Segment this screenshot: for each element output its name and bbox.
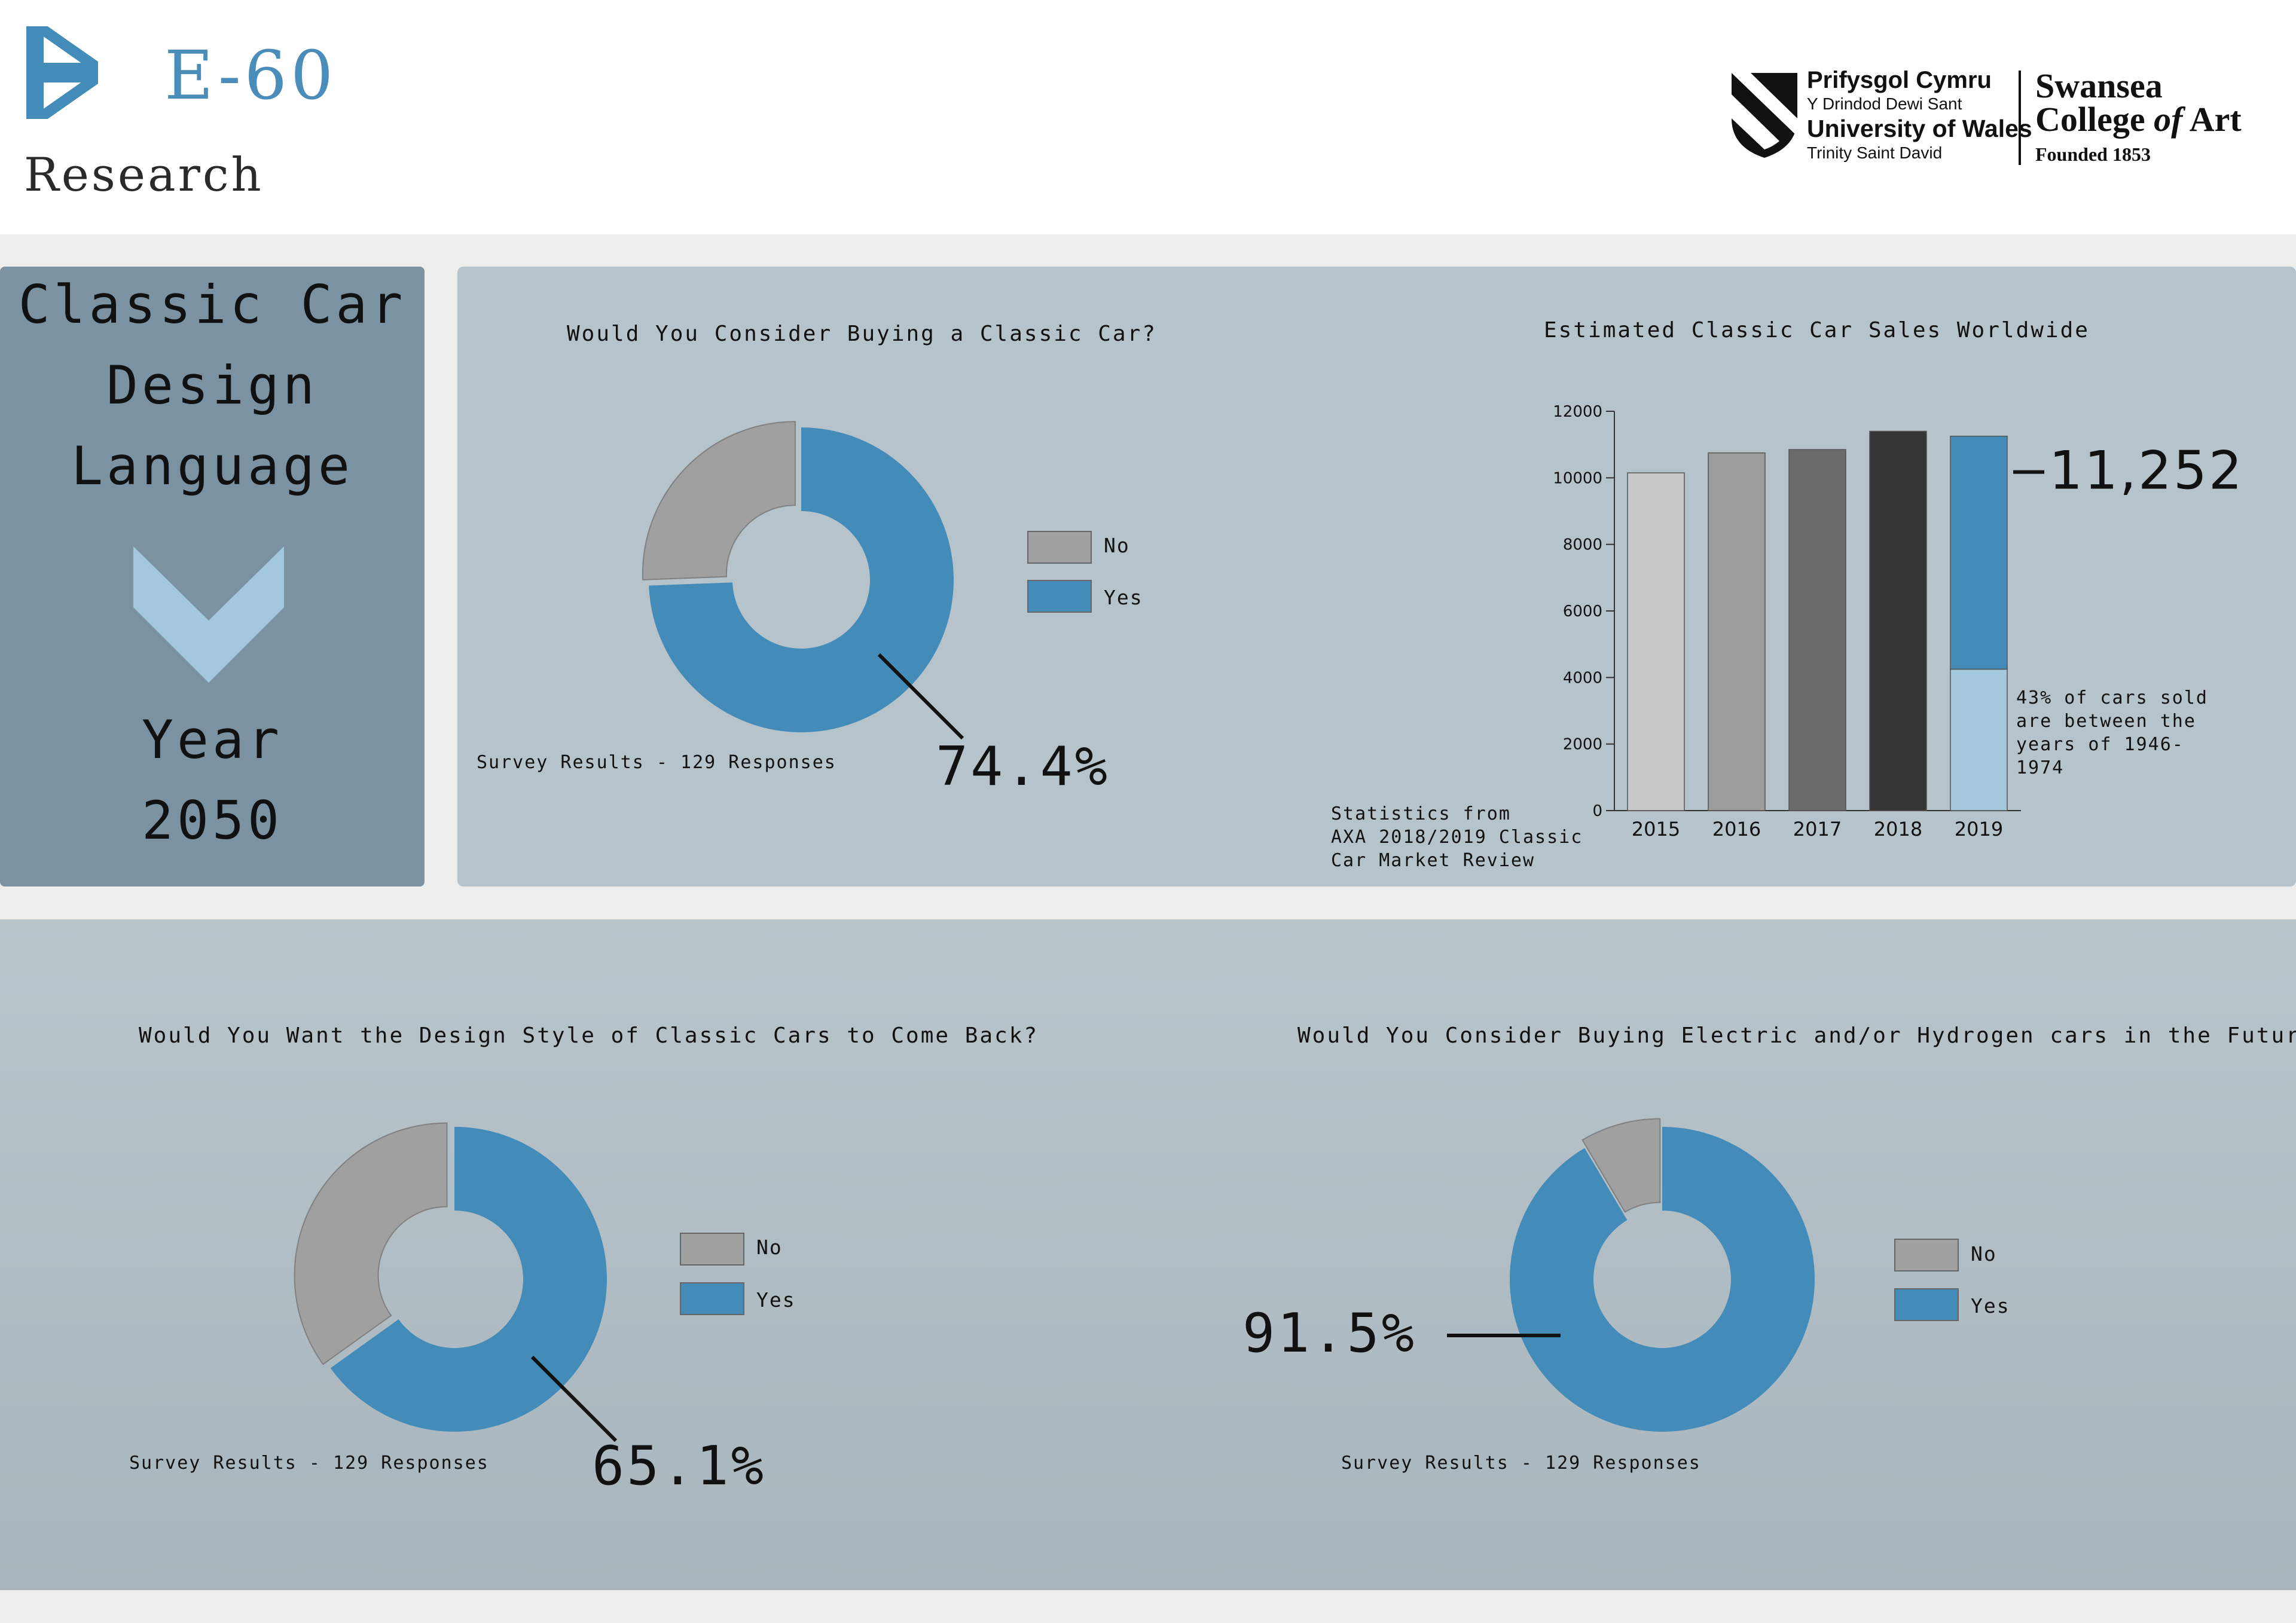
- chart1-legend-yes-swatch: [1027, 580, 1092, 613]
- title-line-2: Design: [106, 354, 318, 416]
- brand-name: E-60: [164, 37, 337, 115]
- chart3-slice-no: [294, 1122, 448, 1365]
- college-name-1: Swansea: [2035, 66, 2163, 105]
- chevron-down-icon: [133, 546, 284, 683]
- y-tick-label: 2000: [1563, 736, 1602, 754]
- y-tick-label: 12000: [1553, 403, 1602, 421]
- chart4-legend-no: No: [1971, 1242, 1997, 1266]
- chart1-slice-no: [642, 421, 796, 580]
- chart4-legend-no-swatch: [1894, 1239, 1959, 1271]
- chart2-title: Estimated Classic Car Sales Worldwide: [1544, 318, 2090, 343]
- chart4-legend-yes: Yes: [1971, 1294, 2010, 1318]
- title-line-5: 2050: [142, 790, 283, 851]
- chart3-legend-no-swatch: [680, 1233, 744, 1266]
- chart1-callout: 74.4%: [936, 735, 1110, 798]
- chart2-bar-chart: 0 2000 4000 6000 8000 10000 12000 2015 2016 2017…: [1553, 403, 2244, 840]
- chart4-title: Would You Consider Buying Electric and/o…: [1297, 1023, 2296, 1048]
- chart3-slice-yes: [330, 1127, 607, 1432]
- chart3-donut: [294, 1122, 607, 1432]
- bar-callout-value: 11,252: [2049, 440, 2244, 502]
- bar-2015: [1627, 472, 1685, 811]
- chart4-note: Survey Results - 129 Responses: [1341, 1453, 1701, 1474]
- bar-2017: [1788, 449, 1846, 811]
- x-tick-label: 2017: [1793, 818, 1842, 840]
- university-subname: Trinity Saint David: [1807, 143, 1943, 162]
- x-tick-label: 2018: [1874, 818, 1922, 840]
- header: [0, 0, 2296, 234]
- title-line-3: Language: [71, 435, 353, 497]
- college-name-2: College of Art: [2035, 100, 2242, 139]
- chart1-legend-yes: Yes: [1104, 586, 1143, 609]
- chart4-callout: 91.5%: [1242, 1302, 1416, 1365]
- chart2-source-line-2: AXA 2018/2019 Classic: [1331, 827, 1583, 848]
- title-panel: Classic Car Design Language Year 2050: [0, 267, 425, 887]
- x-tick-label: 2016: [1712, 818, 1761, 840]
- x-tick-label: 2019: [1955, 818, 2003, 840]
- chart3-note: Survey Results - 129 Responses: [129, 1453, 489, 1474]
- bar-2016: [1708, 452, 1766, 811]
- chart1-slice-yes: [649, 427, 954, 732]
- y-tick-label: 6000: [1563, 603, 1602, 621]
- y-tick-label: 10000: [1553, 469, 1602, 487]
- chart1-legend-no-swatch: [1027, 531, 1092, 564]
- x-tick-label: 2015: [1632, 818, 1680, 840]
- chart4-slice-yes: [1510, 1127, 1815, 1432]
- title-line-4: Year: [142, 709, 283, 771]
- university-shield-icon: [1732, 73, 1797, 158]
- chart2-source-line-1: Statistics from: [1331, 803, 1511, 824]
- chart4-callout-line: [1447, 1334, 1561, 1337]
- e60-logo-icon: [26, 26, 98, 119]
- chart3-legend-yes-swatch: [680, 1282, 744, 1315]
- college-founded: Founded 1853: [2035, 143, 2151, 165]
- university-name: University of Wales: [1807, 115, 2032, 142]
- chart1-title: Would You Consider Buying a Classic Car?: [567, 322, 1157, 346]
- brand-subtitle: Research: [24, 148, 264, 202]
- chart2-source-line-3: Car Market Review: [1331, 850, 1535, 871]
- chart1-note: Survey Results - 129 Responses: [477, 752, 836, 773]
- chart4-legend-yes-swatch: [1894, 1288, 1959, 1321]
- chart1-callout-line: [877, 653, 964, 740]
- title-line-1: Classic Car: [18, 274, 407, 335]
- chart3-legend-no: No: [756, 1236, 783, 1259]
- chart4-donut: [1510, 1118, 1815, 1432]
- y-tick-label: 0: [1592, 802, 1602, 820]
- university-subname-welsh: Y Drindod Dewi Sant: [1807, 94, 1962, 113]
- chart1-donut: [642, 421, 954, 732]
- bar-2018: [1869, 430, 1927, 811]
- y-tick-label: 8000: [1563, 536, 1602, 554]
- chart3-legend-yes: Yes: [756, 1288, 796, 1312]
- chart4-slice-no: [1581, 1118, 1661, 1213]
- logo-divider: [2019, 71, 2021, 165]
- chart2-segment-note: 43% of cars sold are between the years o…: [2016, 687, 2208, 778]
- bar-2019-lower: [1950, 668, 2008, 811]
- chart2-source: Statistics from AXA 2018/2019 Classic Ca…: [1331, 802, 1583, 872]
- y-tick-label: 4000: [1563, 669, 1602, 687]
- university-name-welsh: Prifysgol Cymru: [1807, 67, 1992, 93]
- chart3-callout-line: [530, 1355, 618, 1442]
- chart3-title: Would You Want the Design Style of Class…: [139, 1023, 1039, 1048]
- bar-2019-upper: [1950, 435, 2008, 670]
- chart3-callout: 65.1%: [592, 1435, 766, 1497]
- chart1-legend-no: No: [1104, 534, 1130, 557]
